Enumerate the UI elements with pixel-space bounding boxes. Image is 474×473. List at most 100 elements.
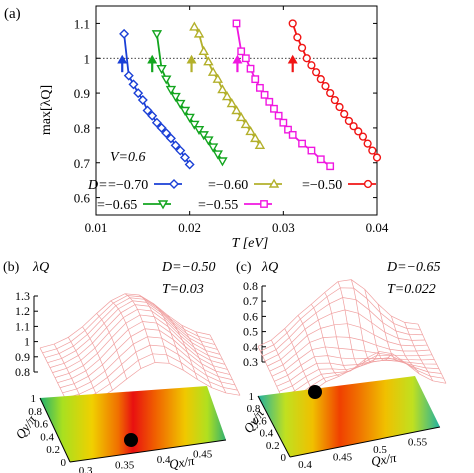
- data-point: [169, 179, 179, 189]
- x-axis-label: T [eV]: [232, 236, 269, 251]
- y-tick-label: 1: [31, 393, 37, 405]
- data-point: [274, 111, 283, 120]
- z-axis: 0.30.40.5 0.60.70.8: [243, 279, 266, 369]
- data-point: [170, 92, 181, 102]
- x-tick-label: 0.5: [373, 444, 387, 456]
- mesh-line: [110, 300, 142, 369]
- y-tick-label: 0: [281, 452, 287, 464]
- mesh-line: [264, 309, 426, 362]
- mesh-line: [267, 323, 428, 367]
- mesh-line: [181, 325, 212, 388]
- mesh-line: [271, 339, 300, 402]
- y-tick-label: 0.6: [253, 415, 267, 427]
- data-point: [165, 133, 176, 144]
- x-tick-label: 0.4: [157, 454, 171, 466]
- mesh-line: [52, 308, 223, 373]
- data-point: [137, 95, 148, 106]
- data-point: [246, 64, 255, 73]
- z-tick-label: 0.8: [15, 365, 30, 379]
- x-axis-line: [289, 426, 441, 458]
- mesh-line: [124, 293, 156, 363]
- heatmap-plane: [258, 376, 440, 457]
- legend: D= =−0.70 =−0.60 =−0.50 =−0.65 =−0.55: [87, 178, 376, 213]
- y-tick-label: 1: [84, 51, 91, 66]
- data-point: [175, 145, 186, 156]
- data-point: [358, 132, 368, 141]
- axis-ticks: 0.01 0.02 0.03 0.04 0.6 0.7 0.8 0.9 1 1.1: [74, 6, 389, 235]
- data-point: [156, 122, 167, 133]
- data-point: [237, 47, 246, 56]
- data-point: [151, 117, 162, 128]
- legend-prefix: D=: [87, 178, 108, 193]
- y-axis-line: [257, 395, 291, 458]
- mesh-line: [167, 314, 198, 380]
- mesh-line: [47, 300, 218, 363]
- series-line: [155, 33, 224, 162]
- plane-axes: 00.20.40.60.810.3 0.35 0.4 0.45: [28, 393, 227, 473]
- data-point: [326, 162, 335, 171]
- data-point: [203, 56, 214, 66]
- data-point: [368, 146, 377, 155]
- arrow-head: [287, 54, 298, 64]
- arrow-head: [186, 54, 197, 64]
- y-tick-label: 0.8: [74, 121, 90, 136]
- data-point: [297, 43, 307, 52]
- series-layer: [117, 19, 382, 171]
- z-tick-label: 0.6: [243, 309, 258, 323]
- data-point: [221, 91, 233, 101]
- data-point: [330, 95, 339, 105]
- series-−0.50: [287, 19, 382, 162]
- data-point: [284, 125, 292, 134]
- data-point: [250, 132, 261, 143]
- data-point: [147, 110, 158, 121]
- param-d-c: D=−0.65: [386, 260, 441, 275]
- data-point: [316, 75, 325, 84]
- y-tick-label: 0.8: [28, 406, 42, 418]
- param-d-b: D=−0.50: [161, 260, 216, 275]
- legend-label: =−0.50: [302, 178, 342, 193]
- data-point: [260, 200, 268, 208]
- mesh-line: [153, 303, 184, 371]
- data-point: [288, 130, 297, 139]
- data-point: [340, 109, 349, 119]
- series-−0.55: [232, 19, 335, 171]
- z-tick-label: 0.9: [15, 350, 30, 364]
- data-point: [307, 146, 316, 155]
- data-point: [123, 70, 134, 81]
- data-point: [193, 125, 205, 136]
- data-point: [288, 19, 297, 28]
- data-point: [157, 200, 169, 210]
- data-point: [231, 105, 242, 115]
- legend-label: =−0.60: [208, 178, 248, 193]
- data-point: [279, 118, 288, 127]
- data-point: [193, 28, 205, 38]
- x-tick-label: 0.03: [272, 220, 295, 235]
- x-axis-label-c: Qx/π: [370, 450, 398, 469]
- data-point: [241, 54, 250, 63]
- z-tick-label: 0.5: [243, 325, 258, 339]
- data-point: [265, 97, 274, 106]
- data-point: [235, 112, 247, 122]
- data-point: [212, 73, 223, 83]
- data-point: [335, 102, 344, 112]
- mesh-line: [284, 328, 313, 392]
- y-tick-label: 0.6: [34, 419, 48, 431]
- surface-mesh: [39, 293, 241, 409]
- z-tick-label: 1: [24, 335, 30, 349]
- plot-frame: [95, 5, 378, 216]
- z-tick-label: 0.7: [243, 294, 258, 308]
- data-point: [260, 90, 269, 99]
- data-point: [363, 179, 373, 189]
- mesh-line: [96, 313, 127, 380]
- series-−0.60: [186, 21, 266, 150]
- mesh-line: [269, 336, 430, 372]
- mesh-line: [311, 304, 340, 377]
- data-point: [184, 113, 195, 123]
- y-axis-line: [39, 397, 71, 463]
- data-point: [302, 54, 311, 63]
- z-tick-label: 0.3: [243, 355, 258, 369]
- param-t-b: T=0.03: [162, 282, 204, 297]
- data-point: [316, 155, 325, 164]
- peak-marker: [124, 433, 138, 447]
